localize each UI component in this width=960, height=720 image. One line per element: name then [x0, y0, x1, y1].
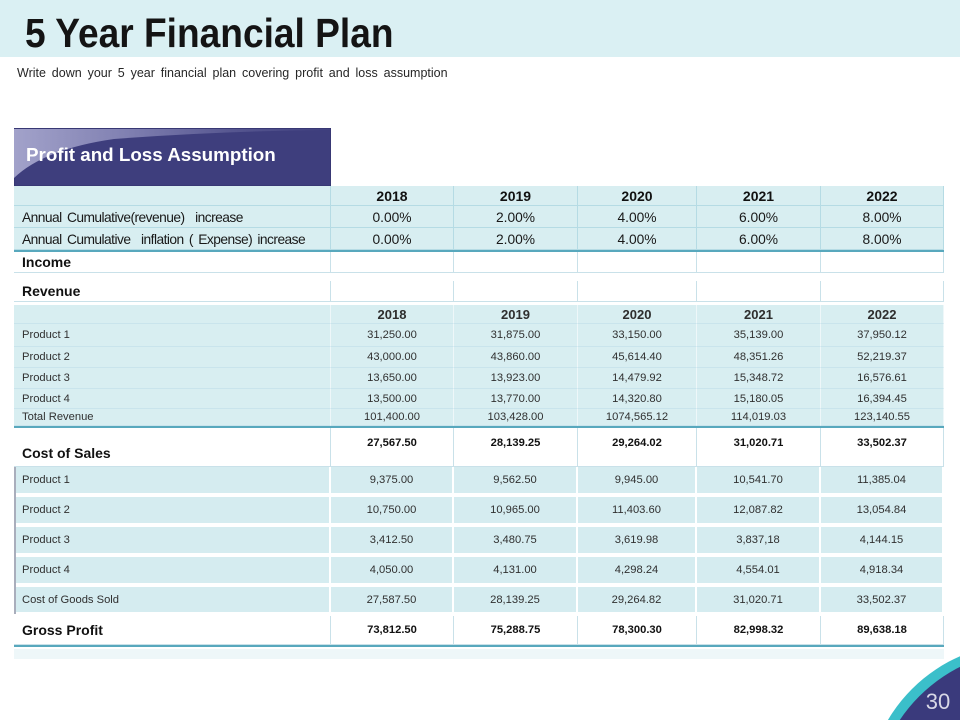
- svg-text:30: 30: [926, 689, 950, 714]
